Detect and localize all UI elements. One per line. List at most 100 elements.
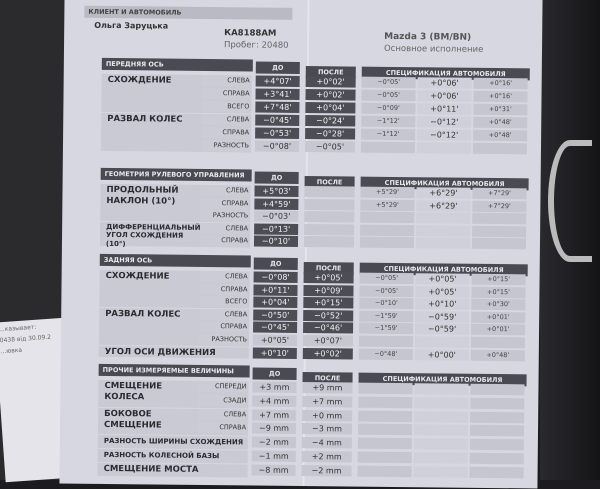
value-before: +0°04' xyxy=(253,296,298,309)
value-after: +2 mm xyxy=(301,451,352,463)
row-side-label: РАЗНОСТЬ xyxy=(200,209,249,222)
group-label: РАЗНОСТЬ КОЛЕСНОЙ БАЗЫ xyxy=(103,450,220,461)
steering-wheel xyxy=(548,140,592,262)
value-before: +5°03' xyxy=(254,185,299,197)
section-title: ГЕОМЕТРИЯ РУЛЕВОГО УПРАВЛЕНИЯ xyxy=(100,167,252,182)
spec-nominal xyxy=(414,336,470,348)
group-label: СМЕЩЕНИЕ МОСТА xyxy=(103,463,199,475)
spec-max xyxy=(470,383,525,396)
spec-min: −0°05' xyxy=(361,76,416,89)
group-label: СХОЖДЕНИЕ xyxy=(107,74,172,86)
spec-max: +7°29' xyxy=(472,187,527,200)
spec-min: −1°12' xyxy=(361,115,416,128)
spec-min: +5°29' xyxy=(360,186,415,199)
spec-min xyxy=(357,437,412,450)
spec-min: −1°59' xyxy=(359,323,414,335)
car-model: Mazda 3 (BM/BN) xyxy=(384,31,472,43)
value-before: −0°53' xyxy=(255,127,300,139)
spec-nominal xyxy=(415,237,471,249)
spec-nominal: +6°29' xyxy=(416,187,471,199)
spec-max: +0°30' xyxy=(471,298,526,311)
value-before: +3°41' xyxy=(255,88,300,100)
license-plate: КА8188АМ xyxy=(224,28,277,39)
value-after: +0°05' xyxy=(303,272,354,284)
group-label: СХОЖДЕНИЕ xyxy=(105,270,170,282)
spec-max: +0°15' xyxy=(471,286,526,298)
row-side-label: СЛЕВА xyxy=(201,74,250,87)
row-side-label: СЛЕВА xyxy=(200,222,249,234)
value-after: +0°02' xyxy=(302,347,353,360)
spec-max xyxy=(469,452,524,465)
value-before: −8 mm xyxy=(251,464,296,476)
spec-min xyxy=(358,382,413,395)
spec-max xyxy=(472,225,527,237)
section-title: ПРОЧИЕ ИЗМЕРЯЕМЫЕ ВЕЛИЧИНЫ xyxy=(98,363,250,378)
spec-nominal: −0°59' xyxy=(415,323,470,336)
value-before: +4 mm xyxy=(252,395,297,407)
row-side-label: ВСЕГО xyxy=(199,296,248,308)
group-label: ПРОДОЛЬНЫЙ НАКЛОН (10°) xyxy=(106,184,179,207)
row-side-label: СЗАДИ xyxy=(198,394,247,407)
value-before: −0°13' xyxy=(254,223,299,235)
value-before: +4°07' xyxy=(255,75,300,87)
value-before: −0°08' xyxy=(254,140,300,152)
row-side-label: СЛЕВА xyxy=(199,270,248,283)
alignment-report: КЛИЕНТ И АВТОМОБИЛЬ Ольга Заруцька КА818… xyxy=(59,0,543,489)
value-before: −0°10' xyxy=(253,235,299,247)
spec-min: −1°59' xyxy=(359,310,414,322)
spec-max: +0°15' xyxy=(471,273,526,286)
row-side-label: СПРАВА xyxy=(201,87,250,100)
client-section-title: КЛИЕНТ И АВТОМОБИЛЬ xyxy=(84,5,293,20)
group-label: ДИФФЕРЕНЦИАЛЬНЫЙ УГОЛ СХОЖДЕНИЯ (10°) xyxy=(105,222,201,248)
client-name: Ольга Заруцька xyxy=(94,20,169,31)
value-before: +3 mm xyxy=(252,381,297,393)
spec-min xyxy=(360,224,415,236)
spec-min xyxy=(360,211,415,224)
spec-min: −0°05' xyxy=(361,89,416,102)
row-side-label: СЛЕВА xyxy=(199,308,248,321)
spec-min: −1°12' xyxy=(361,128,416,141)
value-after: −0°24' xyxy=(305,115,356,127)
value-after xyxy=(304,211,355,223)
spec-max: +7°29' xyxy=(472,200,527,212)
value-before: −1 mm xyxy=(251,450,296,462)
group-label: РАЗВАЛ КОЛЕС xyxy=(105,308,181,320)
value-after: +0°15' xyxy=(303,297,354,309)
column-before: ДО xyxy=(254,171,299,184)
spec-min xyxy=(357,465,412,477)
spec-nominal: +0°06' xyxy=(417,77,472,89)
value-after: +0°04' xyxy=(305,102,356,114)
row-side-label: СПРАВА xyxy=(199,283,248,296)
spec-nominal: +6°29' xyxy=(416,199,471,212)
value-after: +0°02' xyxy=(305,76,356,88)
spec-min xyxy=(358,410,413,422)
value-before: +0°11' xyxy=(253,284,298,296)
spec-nominal: +0°06' xyxy=(417,90,472,102)
spec-max xyxy=(470,411,525,423)
spec-nominal xyxy=(413,465,468,478)
spec-nominal xyxy=(414,383,469,395)
value-after: +9 mm xyxy=(302,382,353,394)
spec-max: +0°16' xyxy=(473,90,528,103)
spec-min xyxy=(357,423,413,436)
spec-nominal: −0°12' xyxy=(417,129,472,141)
spec-min: −0°05' xyxy=(359,272,414,285)
spec-min xyxy=(358,335,414,348)
value-before: +7 mm xyxy=(252,409,297,421)
spec-nominal: +0°05' xyxy=(415,273,470,285)
value-after: −2 mm xyxy=(301,464,352,477)
spec-min: −0°09' xyxy=(361,102,416,115)
spec-nominal: +0°11' xyxy=(417,103,472,115)
column-before: ДО xyxy=(252,367,297,380)
spec-max: +0°16' xyxy=(473,77,528,90)
spec-max: +0°48' xyxy=(473,129,528,142)
value-after: −3 mm xyxy=(301,423,353,435)
spec-max: +0°01' xyxy=(471,324,526,336)
spec-nominal xyxy=(416,212,471,224)
spec-min: −0°05' xyxy=(359,285,414,297)
spec-nominal xyxy=(413,424,469,437)
spec-nominal xyxy=(413,438,468,450)
row-side-label: СЛЕВА xyxy=(201,113,250,126)
spec-nominal xyxy=(413,452,468,464)
spec-max: +0°31' xyxy=(473,103,528,116)
